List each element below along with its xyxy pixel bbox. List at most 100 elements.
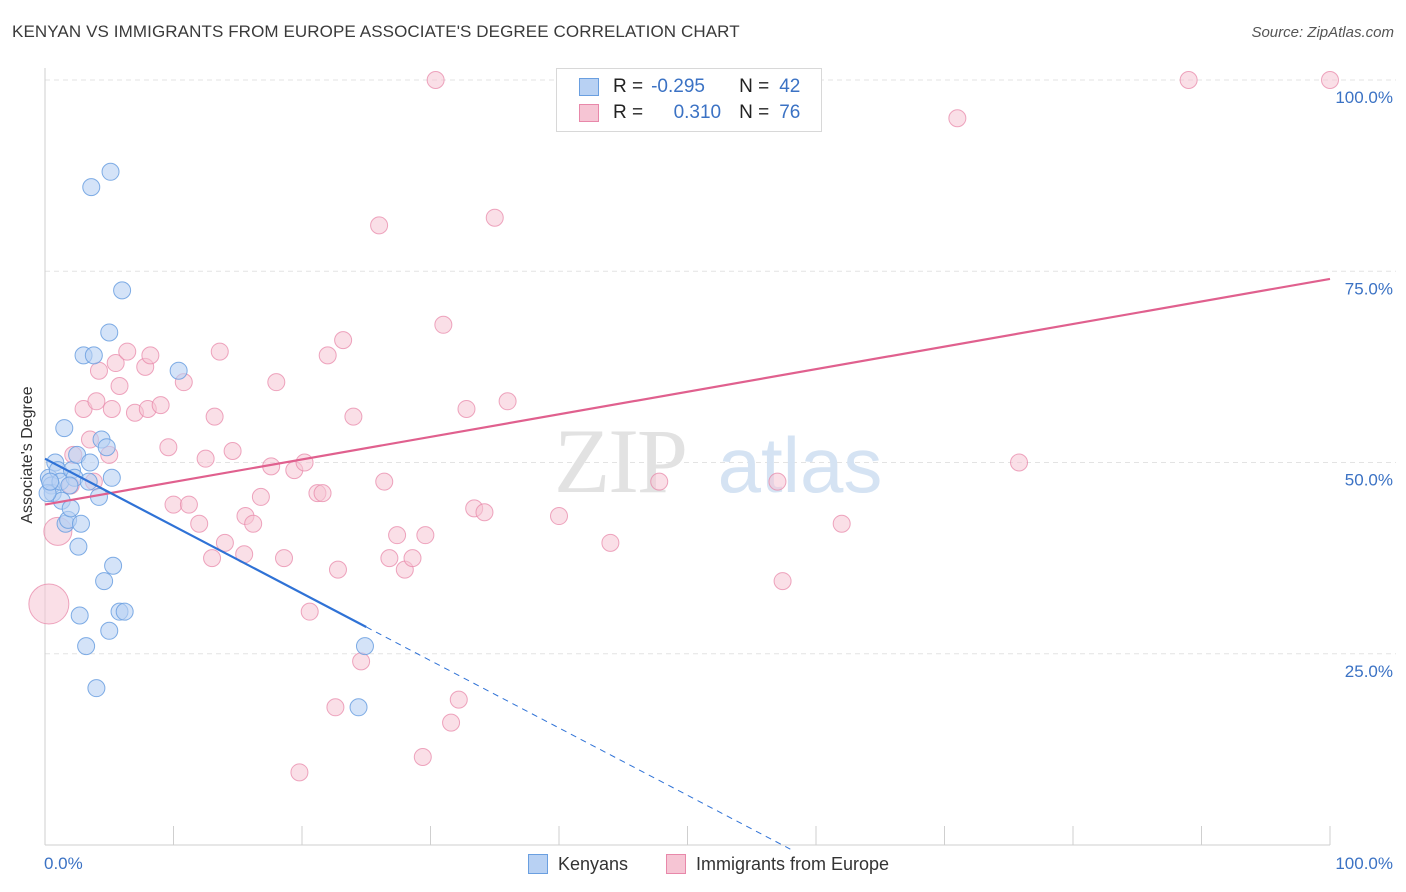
kenyan-point [355, 637, 374, 656]
bottom-legend-label: Kenyans [558, 853, 629, 874]
europe-point [403, 549, 422, 568]
europe-point [773, 572, 792, 591]
europe-point [205, 407, 224, 426]
europe-point [442, 713, 461, 732]
europe-points [28, 71, 1339, 782]
legend-row-europe: R = 0.310 N = 76 [579, 102, 800, 124]
legend-n-value: 76 [779, 102, 801, 123]
europe-point [650, 472, 669, 491]
europe-point [475, 503, 494, 522]
europe-point [1010, 453, 1029, 472]
europe-point [267, 373, 286, 392]
europe-point [328, 560, 347, 579]
europe-point [141, 346, 160, 365]
europe-point [190, 514, 209, 533]
kenyan-point [77, 637, 96, 656]
europe-point [375, 472, 394, 491]
kenyan-point [61, 499, 80, 518]
europe-point [344, 407, 363, 426]
kenyan-point [349, 698, 368, 717]
trend-lines [44, 277, 1331, 850]
legend-row-kenyans: R = -0.295 N = 42 [579, 76, 800, 98]
gridlines [45, 79, 1396, 655]
europe-point [223, 442, 242, 461]
europe-point [290, 763, 309, 782]
bottom-legend-label: Immigrants from Europe [696, 853, 890, 874]
watermark-zip: ZIP [554, 410, 686, 512]
kenyan-point [80, 453, 99, 472]
europe-point [457, 399, 476, 418]
europe-point [449, 690, 468, 709]
europe-point [300, 602, 319, 621]
bottom-legend-swatch-pink [666, 854, 686, 874]
europe-point [1179, 71, 1198, 89]
europe-point [413, 748, 432, 767]
x-tick-label-right: 100.0% [1335, 854, 1393, 873]
kenyan-point [104, 556, 123, 575]
legend-n-label: N = [739, 76, 770, 97]
europe-point [102, 399, 121, 418]
europe-point [1321, 71, 1339, 89]
y-tick-label: 100.0% [1335, 88, 1393, 107]
bottom-legend-europe: Immigrants from Europe [666, 852, 889, 876]
europe-point [151, 396, 170, 415]
europe-point [164, 495, 183, 514]
europe-point [89, 361, 108, 380]
legend-n-value: 42 [779, 76, 801, 97]
europe-point [28, 583, 70, 625]
europe-point [106, 354, 125, 373]
kenyan-trend-line [44, 457, 367, 628]
europe-point [485, 208, 504, 227]
europe-point [948, 109, 967, 128]
europe-point [313, 484, 332, 503]
kenyan-point [71, 514, 90, 533]
kenyan-point [100, 621, 119, 640]
europe-point [380, 549, 399, 568]
y-tick-label: 25.0% [1345, 662, 1393, 681]
europe-point [334, 331, 353, 350]
tick-labels: 25.0% 50.0% 75.0% 100.0% 0.0% 100.0% [44, 88, 1393, 873]
chart-title: KENYAN VS IMMIGRANTS FROM EUROPE ASSOCIA… [12, 22, 740, 41]
kenyan-point [100, 323, 119, 342]
kenyan-point [102, 468, 121, 487]
bottom-legend-swatch-blue [528, 854, 548, 874]
europe-point [318, 346, 337, 365]
axes [44, 68, 1331, 846]
legend-r-label: R = [613, 102, 644, 123]
kenyan-point [41, 472, 60, 491]
europe-point [215, 533, 234, 552]
europe-point [210, 342, 229, 361]
kenyan-point [97, 438, 116, 457]
europe-point [434, 315, 453, 334]
legend-swatch-pink [579, 104, 599, 122]
x-tick-label-left: 0.0% [44, 854, 83, 873]
europe-point [244, 514, 263, 533]
europe-point [118, 342, 137, 361]
europe-point [550, 507, 568, 526]
y-tick-label: 75.0% [1345, 279, 1393, 298]
europe-point [370, 216, 389, 235]
kenyan-point [84, 346, 103, 365]
europe-point [388, 526, 407, 545]
legend-n-label: N = [739, 102, 770, 123]
europe-point [251, 487, 270, 506]
europe-point [159, 438, 178, 457]
kenyan-point [113, 281, 132, 300]
europe-point [498, 392, 517, 411]
europe-point [295, 453, 314, 472]
kenyan-point [169, 361, 188, 380]
europe-point [426, 71, 445, 89]
watermark-atlas: atlas [718, 421, 883, 509]
legend-swatch-blue [579, 78, 599, 96]
europe-point [110, 377, 129, 395]
europe-point [179, 495, 198, 514]
europe-point [416, 526, 435, 545]
europe-trend-line [44, 277, 1331, 506]
europe-point [203, 549, 222, 568]
europe-point [832, 514, 851, 533]
legend-r-value: -0.295 [651, 76, 705, 97]
kenyan-point [70, 606, 89, 625]
europe-point [196, 449, 215, 468]
kenyan-point [69, 537, 88, 556]
kenyan-point [82, 178, 101, 197]
